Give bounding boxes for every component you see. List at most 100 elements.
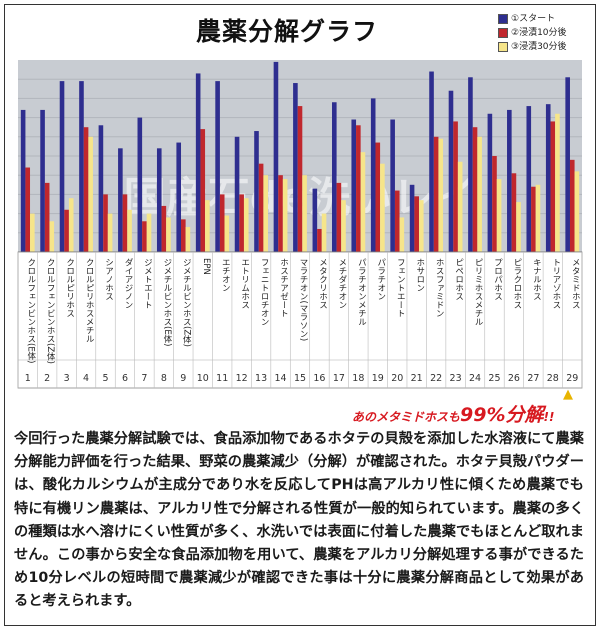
- category-number: 18: [352, 373, 364, 384]
- bar: [282, 179, 288, 252]
- callout-highlight: 99%分解: [460, 404, 544, 426]
- bar: [453, 121, 458, 252]
- category-number: 6: [122, 373, 128, 384]
- bar: [122, 194, 128, 252]
- x-tick-label: ホスファミドン: [434, 258, 444, 318]
- category-number: 14: [275, 373, 287, 384]
- category-number: 5: [102, 373, 108, 384]
- bar: [487, 113, 493, 252]
- bar: [25, 167, 31, 252]
- category-number: 20: [391, 373, 403, 384]
- bar: [30, 213, 35, 252]
- bar: [351, 119, 357, 253]
- bar: [526, 106, 532, 252]
- bar: [550, 121, 556, 252]
- legend-label-30min: ③浸漬30分後: [511, 42, 567, 52]
- bar: [535, 184, 541, 252]
- x-tick-label: エトリムホス: [240, 258, 250, 309]
- bar: [239, 194, 244, 252]
- bar: [224, 215, 230, 252]
- bar: [103, 194, 108, 252]
- x-tick-label: ピラクロホス: [512, 258, 522, 309]
- bar: [574, 171, 580, 252]
- category-number: 13: [255, 373, 267, 384]
- bar: [243, 198, 249, 252]
- bar: [429, 71, 434, 253]
- category-number: 9: [180, 373, 186, 384]
- bar: [142, 221, 147, 252]
- bar: [79, 81, 84, 253]
- bar: [263, 175, 269, 252]
- x-tick-label: パラチオン: [376, 258, 386, 301]
- bar: [317, 228, 322, 252]
- bar: [195, 73, 201, 252]
- category-number: 29: [566, 373, 578, 384]
- bar: [418, 200, 424, 252]
- bar: [278, 175, 283, 252]
- bar: [516, 202, 521, 252]
- x-tick-label: ジメトエート: [142, 258, 152, 309]
- bar: [181, 219, 186, 252]
- x-tick-label: ダイアジノン: [123, 257, 133, 309]
- x-tick-label: フェントエート: [395, 258, 405, 318]
- category-number: 3: [64, 373, 70, 384]
- x-tick-label: EPN: [201, 258, 211, 275]
- bar: [341, 200, 346, 252]
- x-tick-label: ホサロン: [415, 258, 425, 292]
- legend-label-10min: ②浸漬10分後: [511, 28, 567, 38]
- bar: [375, 142, 381, 252]
- callout-suffix: !!: [543, 410, 555, 424]
- callout: あのメタミドホスも99%分解!!: [352, 400, 554, 427]
- x-tick-label: メタミドホス: [570, 258, 580, 309]
- bar: [302, 175, 307, 252]
- category-number: 12: [236, 373, 248, 384]
- bar: [258, 163, 264, 252]
- bar: [234, 136, 240, 252]
- x-tick-label: メタクリホス: [317, 258, 327, 309]
- bar: [438, 138, 444, 252]
- legend-swatch-10min: [498, 28, 508, 38]
- bar: [492, 156, 497, 252]
- x-tick-label: クロルピリホス: [65, 258, 75, 318]
- bar: [137, 117, 143, 252]
- bar: [477, 136, 482, 252]
- x-tick-label: シアノホス: [104, 258, 114, 301]
- bar: [331, 102, 337, 253]
- category-number: 26: [508, 373, 520, 384]
- bar: [360, 152, 366, 252]
- bar: [399, 217, 405, 252]
- bar: [370, 98, 376, 253]
- bar: [565, 77, 570, 252]
- bar: [468, 77, 473, 252]
- x-tick-label: クロルフェンビンホス(E体): [26, 258, 36, 364]
- bar: [394, 190, 400, 252]
- bar: [254, 131, 259, 252]
- chart-title: 農薬分解グラフ: [196, 17, 379, 46]
- legend-item-30min: ③浸漬30分後: [498, 40, 567, 54]
- category-number: 11: [216, 373, 228, 384]
- label-area: [17, 251, 583, 389]
- bar: [457, 161, 463, 252]
- bar: [472, 127, 478, 252]
- bar: [380, 163, 385, 252]
- x-tick-label: ピリミホスメチル: [473, 258, 483, 326]
- legend: ①スタート ②浸漬10分後 ③浸漬30分後: [498, 12, 567, 54]
- bar: [146, 213, 152, 252]
- bar: [312, 188, 318, 252]
- bar: [127, 209, 132, 252]
- category-number: 22: [430, 373, 442, 384]
- category-number: 25: [488, 373, 500, 384]
- x-tick-label: キナルホス: [531, 258, 541, 301]
- bar: [83, 127, 89, 252]
- bar: [433, 136, 439, 252]
- bar: [545, 104, 551, 252]
- bar: [273, 61, 279, 252]
- x-tick-label: ピペロホス: [454, 258, 464, 301]
- bar: [321, 213, 327, 252]
- bar: [511, 173, 517, 252]
- category-number: 4: [83, 373, 89, 384]
- bar: [40, 109, 45, 252]
- category-number: 2: [44, 373, 50, 384]
- bar: [156, 148, 162, 252]
- x-tick-label: ジメチルビンホス(E体): [162, 258, 172, 347]
